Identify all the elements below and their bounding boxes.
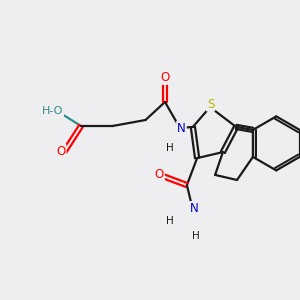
Text: N: N [190,202,199,215]
Text: S: S [207,98,214,111]
Text: H: H [192,231,200,242]
Text: O: O [56,145,65,158]
Text: O: O [160,71,169,84]
Text: N: N [177,122,186,135]
Text: O: O [155,168,164,181]
Text: H-O: H-O [42,106,63,116]
Text: H: H [166,143,173,153]
Text: H: H [166,215,173,226]
